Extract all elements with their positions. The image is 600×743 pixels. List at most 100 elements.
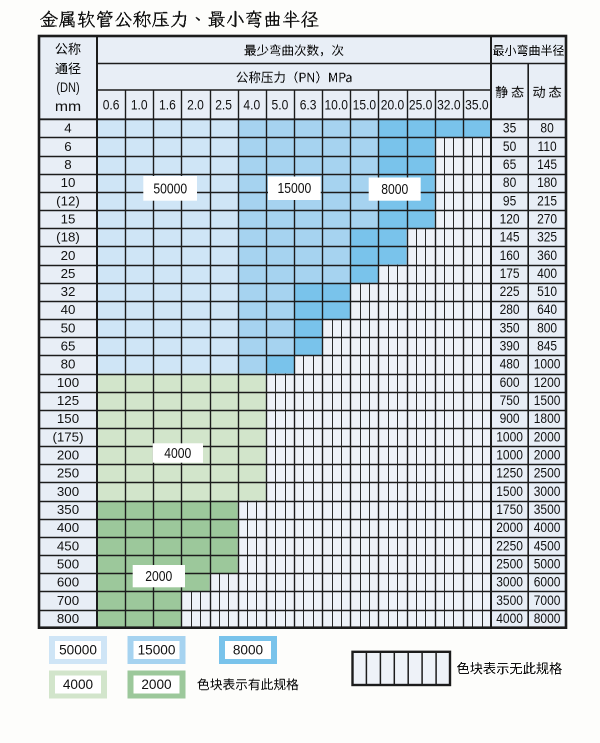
svg-text:2500: 2500	[496, 556, 523, 572]
svg-text:4000: 4000	[164, 445, 191, 461]
svg-text:10.0: 10.0	[324, 97, 347, 113]
svg-text:350: 350	[500, 320, 520, 336]
svg-text:250: 250	[57, 466, 79, 481]
svg-text:20.0: 20.0	[381, 97, 404, 113]
svg-text:6.3: 6.3	[300, 97, 317, 113]
svg-text:25.0: 25.0	[409, 97, 432, 113]
svg-text:800: 800	[57, 611, 79, 626]
svg-text:5.0: 5.0	[272, 97, 289, 113]
svg-text:145: 145	[500, 229, 520, 245]
svg-text:50: 50	[503, 138, 516, 154]
svg-text:845: 845	[537, 338, 557, 354]
svg-text:(12): (12)	[56, 193, 80, 208]
svg-text:35.0: 35.0	[465, 97, 488, 113]
svg-text:8000: 8000	[233, 643, 264, 658]
svg-text:225: 225	[500, 283, 520, 299]
svg-text:300: 300	[57, 484, 79, 499]
svg-text:1000: 1000	[496, 447, 523, 463]
svg-text:1.6: 1.6	[159, 97, 176, 113]
svg-text:8000: 8000	[381, 181, 408, 197]
svg-text:500: 500	[57, 556, 79, 571]
svg-text:40: 40	[61, 302, 76, 317]
svg-text:50000: 50000	[59, 643, 97, 658]
svg-text:800: 800	[537, 320, 557, 336]
svg-text:1500: 1500	[534, 392, 561, 408]
svg-text:6: 6	[64, 139, 71, 154]
svg-text:2250: 2250	[496, 537, 523, 553]
svg-text:6000: 6000	[534, 574, 561, 590]
svg-text:180: 180	[537, 174, 557, 190]
svg-text:15.0: 15.0	[353, 97, 376, 113]
svg-text:4: 4	[64, 121, 71, 136]
svg-text:1500: 1500	[496, 483, 523, 499]
svg-text:360: 360	[537, 247, 557, 263]
svg-text:4500: 4500	[534, 537, 561, 553]
svg-text:600: 600	[500, 374, 520, 390]
svg-text:10: 10	[61, 175, 76, 190]
svg-text:(18): (18)	[56, 230, 80, 245]
svg-text:3000: 3000	[496, 574, 523, 590]
svg-text:1800: 1800	[534, 410, 561, 426]
svg-text:4.0: 4.0	[243, 97, 260, 113]
svg-text:65: 65	[61, 339, 76, 354]
svg-text:25: 25	[61, 266, 76, 281]
svg-text:125: 125	[57, 393, 79, 408]
svg-text:2000: 2000	[141, 677, 172, 692]
svg-text:145: 145	[537, 156, 557, 172]
svg-text:120: 120	[500, 211, 520, 227]
svg-text:4000: 4000	[496, 610, 523, 626]
svg-text:8: 8	[64, 157, 71, 172]
svg-text:65: 65	[503, 156, 516, 172]
svg-text:400: 400	[57, 520, 79, 535]
svg-text:110: 110	[538, 138, 557, 154]
svg-text:175: 175	[500, 265, 520, 281]
svg-text:4000: 4000	[534, 519, 561, 535]
svg-text:1.0: 1.0	[131, 97, 148, 113]
svg-text:2000: 2000	[145, 568, 172, 584]
svg-text:150: 150	[57, 411, 79, 426]
svg-text:32.0: 32.0	[437, 97, 460, 113]
svg-text:4000: 4000	[63, 677, 94, 692]
svg-text:280: 280	[500, 301, 520, 317]
svg-text:32: 32	[61, 284, 76, 299]
svg-text:20: 20	[61, 248, 76, 263]
svg-text:80: 80	[503, 174, 516, 190]
svg-text:1750: 1750	[496, 501, 523, 517]
svg-text:(175): (175)	[52, 429, 83, 444]
svg-text:215: 215	[537, 192, 557, 208]
svg-text:270: 270	[537, 211, 557, 227]
svg-text:640: 640	[537, 301, 557, 317]
svg-text:2000: 2000	[534, 429, 561, 445]
svg-text:50000: 50000	[153, 180, 187, 196]
svg-text:80: 80	[61, 357, 76, 372]
svg-text:2000: 2000	[496, 519, 523, 535]
svg-text:3500: 3500	[534, 501, 561, 517]
svg-text:(DN): (DN)	[56, 80, 79, 95]
svg-text:1000: 1000	[534, 356, 561, 372]
svg-text:1000: 1000	[496, 429, 523, 445]
svg-text:700: 700	[57, 593, 79, 608]
svg-text:450: 450	[57, 538, 79, 553]
svg-text:80: 80	[540, 120, 553, 136]
svg-text:600: 600	[57, 575, 79, 590]
svg-text:2.5: 2.5	[215, 97, 232, 113]
svg-text:3500: 3500	[496, 592, 523, 608]
svg-text:480: 480	[500, 356, 520, 372]
svg-text:390: 390	[500, 338, 520, 354]
svg-text:2.0: 2.0	[187, 97, 204, 113]
svg-text:15000: 15000	[278, 180, 312, 196]
svg-text:750: 750	[500, 392, 520, 408]
svg-text:325: 325	[537, 229, 557, 245]
svg-text:2500: 2500	[534, 465, 561, 481]
svg-text:1200: 1200	[534, 374, 561, 390]
svg-text:900: 900	[500, 410, 520, 426]
svg-text:95: 95	[503, 192, 516, 208]
svg-text:160: 160	[500, 247, 520, 263]
svg-text:350: 350	[57, 502, 79, 517]
svg-text:2000: 2000	[534, 447, 561, 463]
svg-text:mm: mm	[55, 100, 81, 115]
svg-text:8000: 8000	[534, 610, 561, 626]
svg-text:200: 200	[57, 448, 79, 463]
svg-text:15000: 15000	[138, 643, 176, 658]
svg-text:0.6: 0.6	[103, 97, 120, 113]
